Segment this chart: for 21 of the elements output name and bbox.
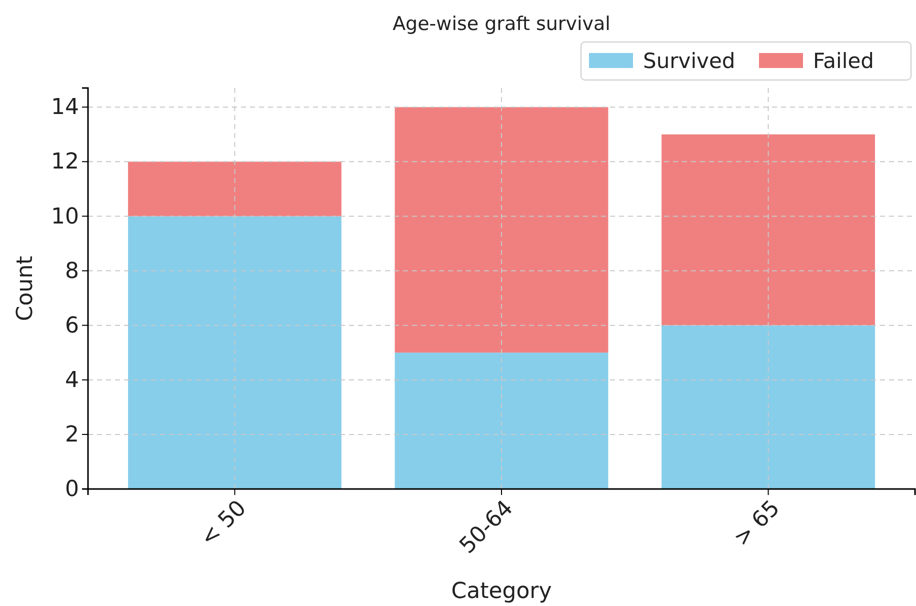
legend-label: Survived: [643, 49, 736, 73]
legend-label: Failed: [813, 49, 874, 73]
x-tick-label: < 50: [196, 496, 252, 552]
y-tick-label: 0: [65, 477, 79, 502]
bar: [662, 325, 875, 489]
y-tick-label: 4: [65, 368, 79, 393]
y-tick-label: 8: [65, 258, 79, 284]
y-tick-label: 10: [51, 204, 79, 230]
bar: [128, 216, 342, 489]
y-tick-label: 14: [51, 95, 79, 120]
x-tick-label: > 65: [729, 496, 785, 552]
x-axis-title: Category: [451, 579, 552, 604]
chart-title: Age-wise graft survival: [392, 13, 610, 35]
bar: [394, 352, 608, 489]
bar: [128, 162, 342, 216]
bar: [394, 107, 608, 353]
y-tick-label: 12: [51, 150, 79, 175]
bar: [662, 134, 875, 326]
y-axis-title: Count: [13, 255, 38, 322]
y-tick-label: 6: [65, 313, 79, 338]
y-tick-label: 2: [65, 422, 79, 448]
